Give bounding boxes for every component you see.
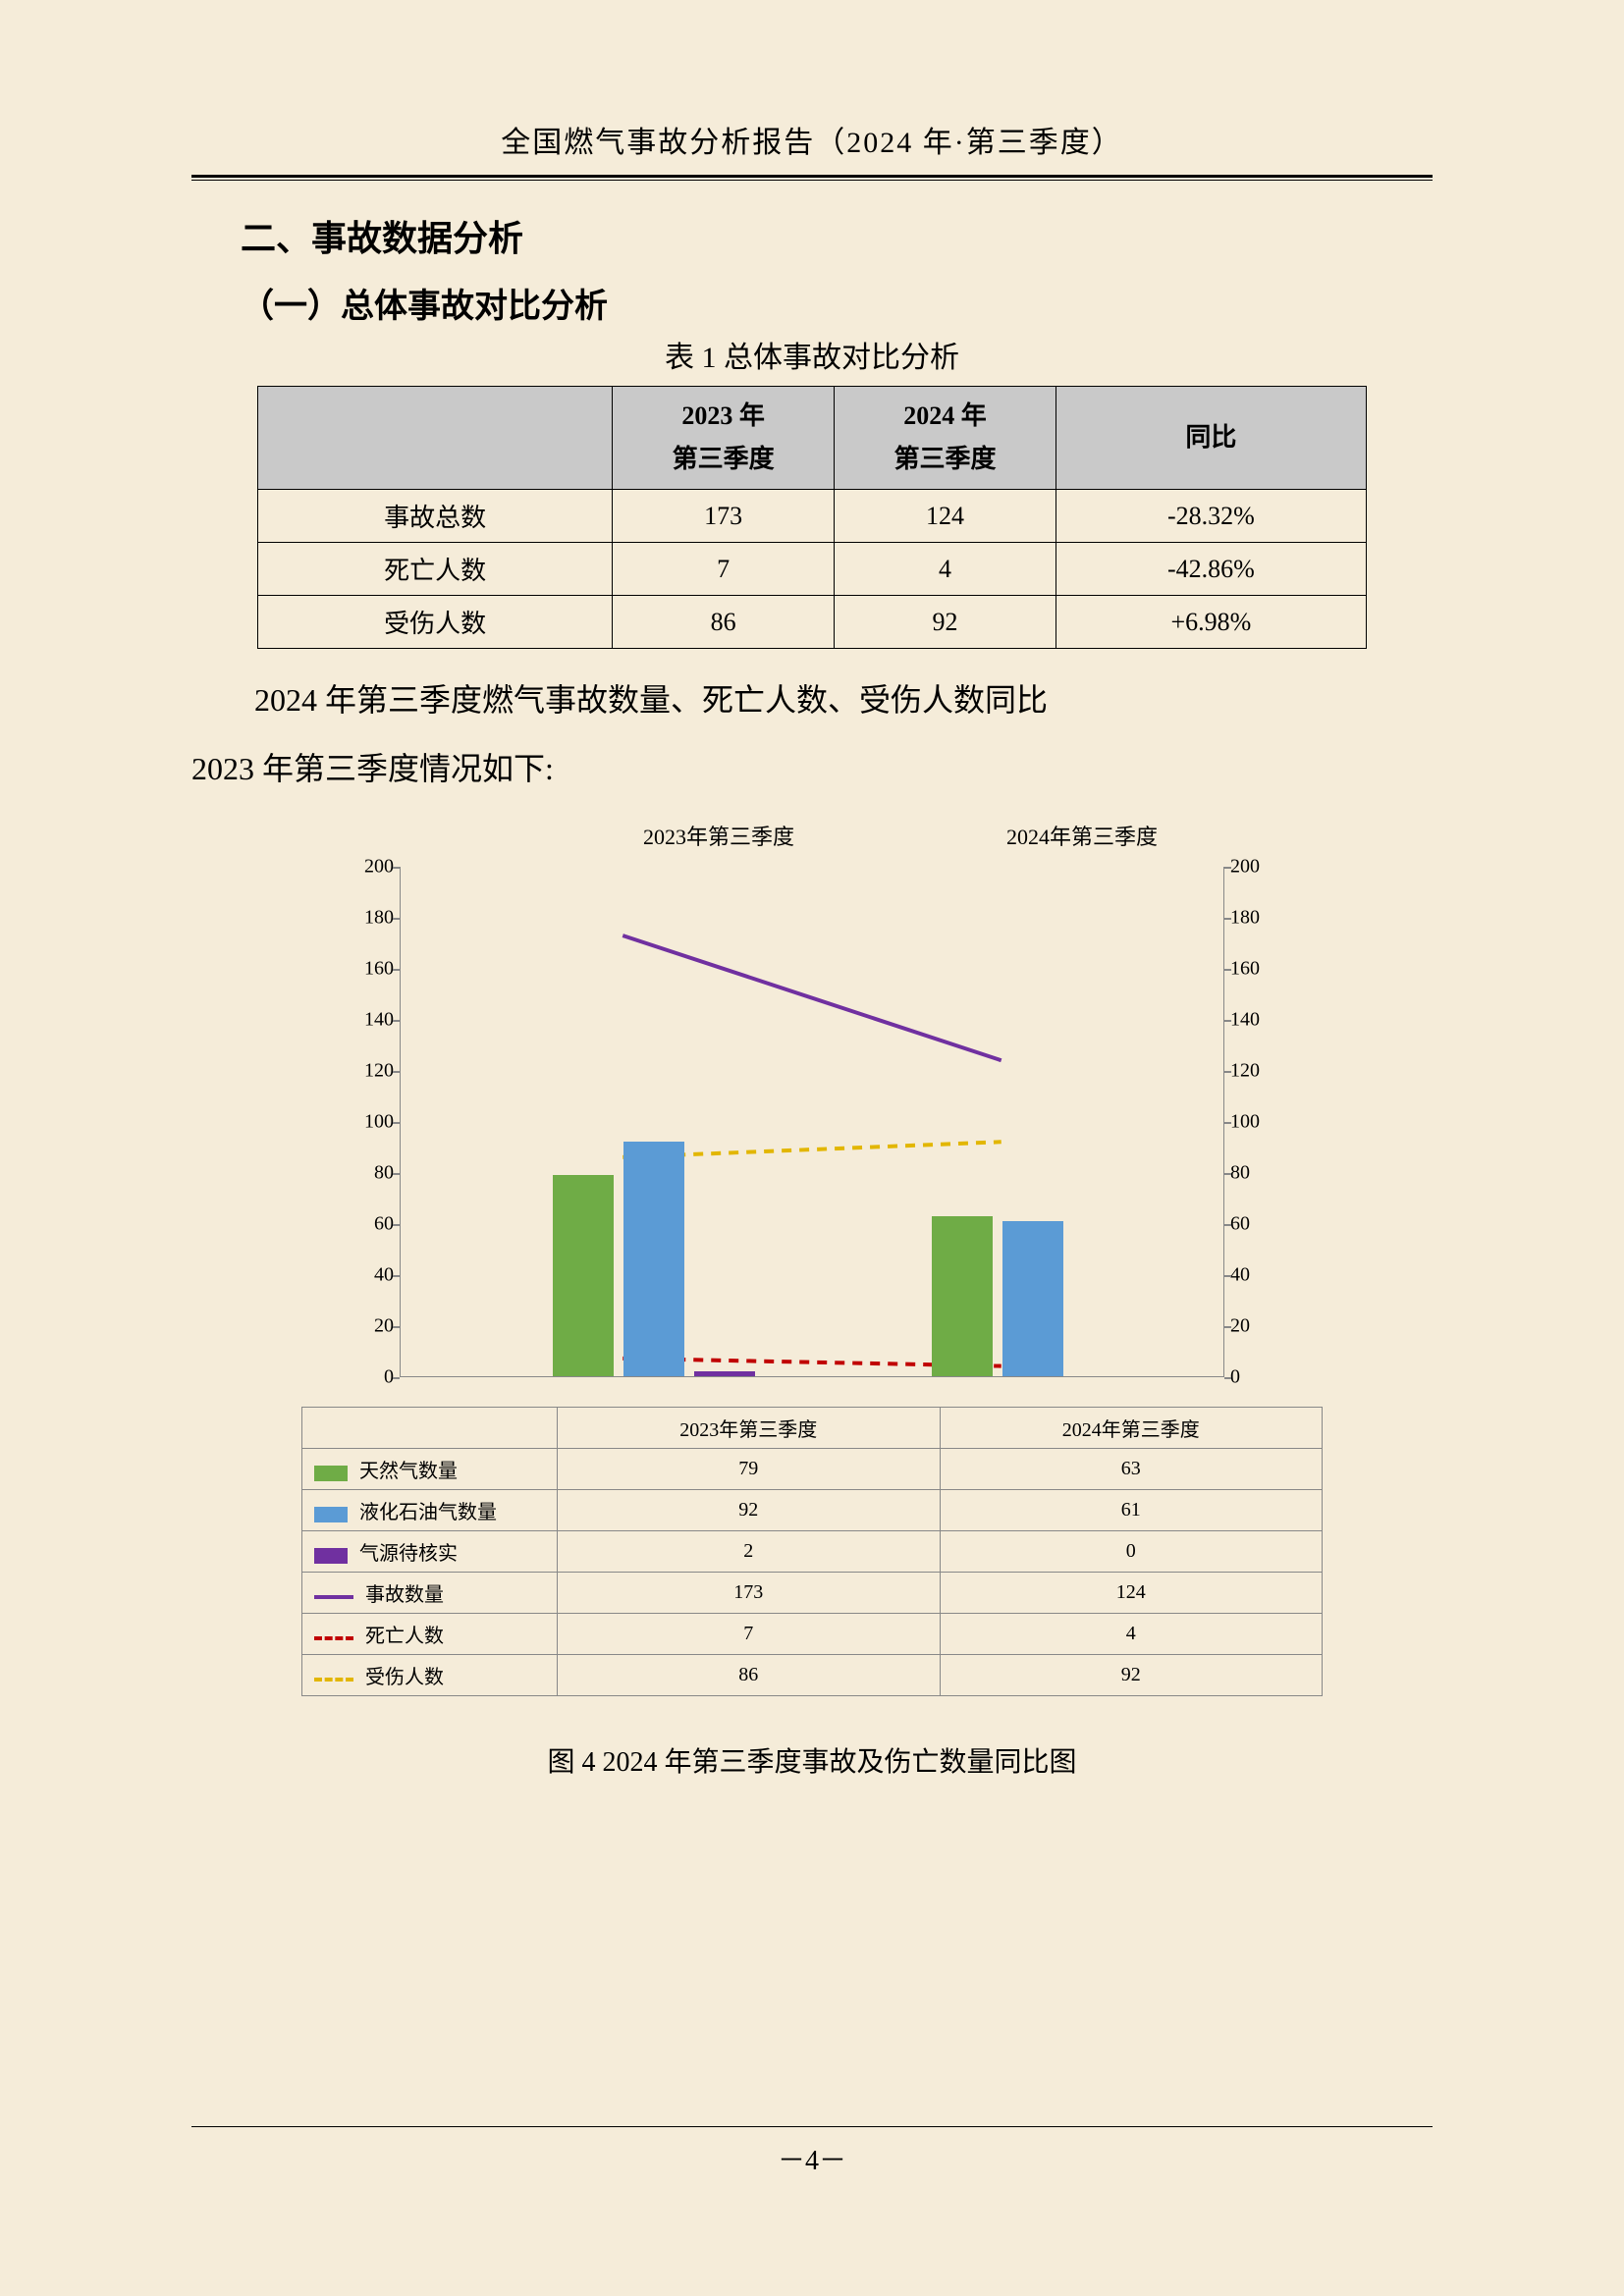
table1-cell: 173: [613, 490, 835, 543]
ytick-right: 40: [1230, 1264, 1272, 1287]
table1-cell: 7: [613, 543, 835, 596]
chart-bar: [1002, 1221, 1063, 1377]
ytick-right: 160: [1230, 958, 1272, 981]
chart-bar: [694, 1371, 755, 1376]
legend-swatch-icon: [314, 1548, 348, 1564]
table1-cell: 事故总数: [258, 490, 613, 543]
table1-header-cell: 2023 年第三季度: [613, 387, 835, 490]
section-heading-1: 二、事故数据分析: [241, 210, 1433, 261]
chart-category-label-1: 2024年第三季度: [900, 820, 1264, 851]
page-footer: －4－: [0, 2126, 1624, 2178]
ytick-right: 60: [1230, 1213, 1272, 1236]
ytick-right: 180: [1230, 907, 1272, 930]
table1-cell: 92: [835, 596, 1056, 649]
ytick-left: 0: [352, 1366, 394, 1389]
table1-cell: 死亡人数: [258, 543, 613, 596]
legend-value-cell: 92: [940, 1655, 1323, 1696]
legend-value-cell: 4: [940, 1614, 1323, 1655]
legend-col-1: 2024年第三季度: [940, 1408, 1323, 1449]
ytick-right: 0: [1230, 1366, 1272, 1389]
legend-value-cell: 63: [940, 1449, 1323, 1490]
table1-cell: -42.86%: [1056, 543, 1366, 596]
ytick-left: 120: [352, 1060, 394, 1083]
legend-value-cell: 7: [558, 1614, 941, 1655]
legend-value-cell: 61: [940, 1490, 1323, 1531]
legend-value-cell: 2: [558, 1531, 941, 1573]
legend-value-cell: 86: [558, 1655, 941, 1696]
legend-col-0: 2023年第三季度: [558, 1408, 941, 1449]
legend-label-cell: 液化石油气数量: [302, 1490, 558, 1531]
table1-cell: 4: [835, 543, 1056, 596]
ytick-left: 60: [352, 1213, 394, 1236]
legend-label-cell: 事故数量: [302, 1573, 558, 1614]
ytick-left: 160: [352, 958, 394, 981]
table1-caption: 表 1 总体事故对比分析: [191, 333, 1433, 376]
ytick-left: 100: [352, 1111, 394, 1134]
page-header-title: 全国燃气事故分析报告（2024 年·第三季度）: [191, 118, 1433, 175]
table1: 2023 年第三季度2024 年第三季度同比 事故总数173124-28.32%…: [257, 386, 1367, 649]
table1-cell: 86: [613, 596, 835, 649]
chart-line: [623, 935, 1001, 1060]
header-rule-thin: [191, 180, 1433, 181]
ytick-right: 20: [1230, 1315, 1272, 1338]
ytick-right: 140: [1230, 1009, 1272, 1032]
table1-header-cell: [258, 387, 613, 490]
legend-value-cell: 124: [940, 1573, 1323, 1614]
figure-caption: 图 4 2024 年第三季度事故及伤亡数量同比图: [191, 1740, 1433, 1780]
ytick-right: 80: [1230, 1162, 1272, 1185]
chart-bar: [623, 1142, 684, 1376]
legend-value-cell: 79: [558, 1449, 941, 1490]
legend-value-cell: 92: [558, 1490, 941, 1531]
ytick-right: 200: [1230, 856, 1272, 879]
chart-bar: [553, 1175, 614, 1376]
ytick-right: 100: [1230, 1111, 1272, 1134]
table1-cell: +6.98%: [1056, 596, 1366, 649]
section-heading-2: （一）总体事故对比分析: [241, 279, 1433, 327]
ytick-left: 200: [352, 856, 394, 879]
legend-line-icon: [314, 1678, 353, 1682]
legend-label-cell: 受伤人数: [302, 1655, 558, 1696]
ytick-left: 80: [352, 1162, 394, 1185]
ytick-right: 120: [1230, 1060, 1272, 1083]
table1-cell: 受伤人数: [258, 596, 613, 649]
page-number: －4－: [778, 2146, 846, 2176]
legend-line-icon: [314, 1595, 353, 1599]
table1-cell: -28.32%: [1056, 490, 1366, 543]
chart-legend-table: 2023年第三季度 2024年第三季度 天然气数量7963液化石油气数量9261…: [301, 1407, 1323, 1696]
body-paragraph-line1: 2024 年第三季度燃气事故数量、死亡人数、受伤人数同比: [191, 668, 1433, 731]
ytick-left: 140: [352, 1009, 394, 1032]
legend-swatch-icon: [314, 1466, 348, 1481]
table1-cell: 124: [835, 490, 1056, 543]
ytick-left: 20: [352, 1315, 394, 1338]
table1-header-cell: 同比: [1056, 387, 1366, 490]
legend-label-cell: 天然气数量: [302, 1449, 558, 1490]
chart-bar: [932, 1216, 993, 1377]
legend-swatch-icon: [314, 1507, 348, 1522]
legend-label-cell: 气源待核实: [302, 1531, 558, 1573]
legend-line-icon: [314, 1636, 353, 1640]
legend-value-cell: 173: [558, 1573, 941, 1614]
legend-label-cell: 死亡人数: [302, 1614, 558, 1655]
ytick-left: 40: [352, 1264, 394, 1287]
ytick-left: 180: [352, 907, 394, 930]
body-paragraph-line2: 2023 年第三季度情况如下:: [191, 737, 1433, 800]
chart-category-label-0: 2023年第三季度: [537, 820, 900, 851]
table1-header-cell: 2024 年第三季度: [835, 387, 1056, 490]
legend-value-cell: 0: [940, 1531, 1323, 1573]
header-rule-thick: [191, 175, 1433, 178]
comparison-chart: 2023年第三季度 2024年第三季度 00202040406060808010…: [301, 820, 1323, 1696]
